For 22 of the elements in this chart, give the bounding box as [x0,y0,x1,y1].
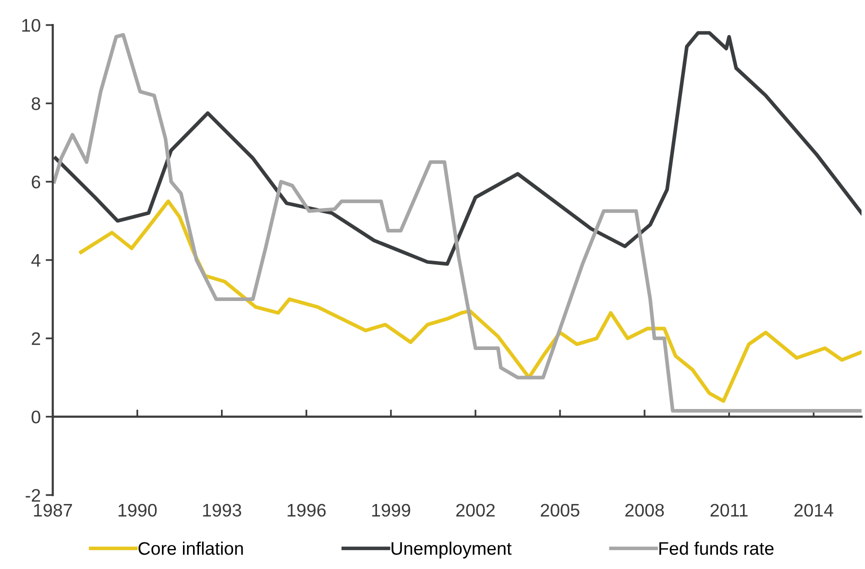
legend-label: Unemployment [392,542,512,558]
y-tick-label: 2 [32,332,40,345]
y-tick-label: -2 [26,488,40,502]
y-tick-label: 10 [22,18,40,32]
x-tick-label: 1987 [34,504,72,517]
line-series [79,199,862,403]
x-tick-label: 2008 [625,504,664,517]
x-tick-label: 2005 [540,504,580,517]
legend-label: Fed funds rate [659,542,774,555]
y-tick-label: 8 [32,97,40,110]
y-tick-label: 4 [31,254,40,267]
x-tick-label: 1990 [118,504,157,517]
y-tick-label: 6 [32,176,40,188]
x-tick-label: 2011 [710,504,748,517]
legend-label: Core inflation [138,542,243,555]
x-tick-label: 1999 [372,504,410,517]
line-series [52,33,862,413]
x-tick-label: 2014 [794,504,834,517]
y-tick-label: 0 [32,410,40,424]
x-tick-label: 2002 [456,504,495,517]
x-tick-label: 1993 [203,504,242,517]
x-tick-label: 1996 [288,504,326,517]
